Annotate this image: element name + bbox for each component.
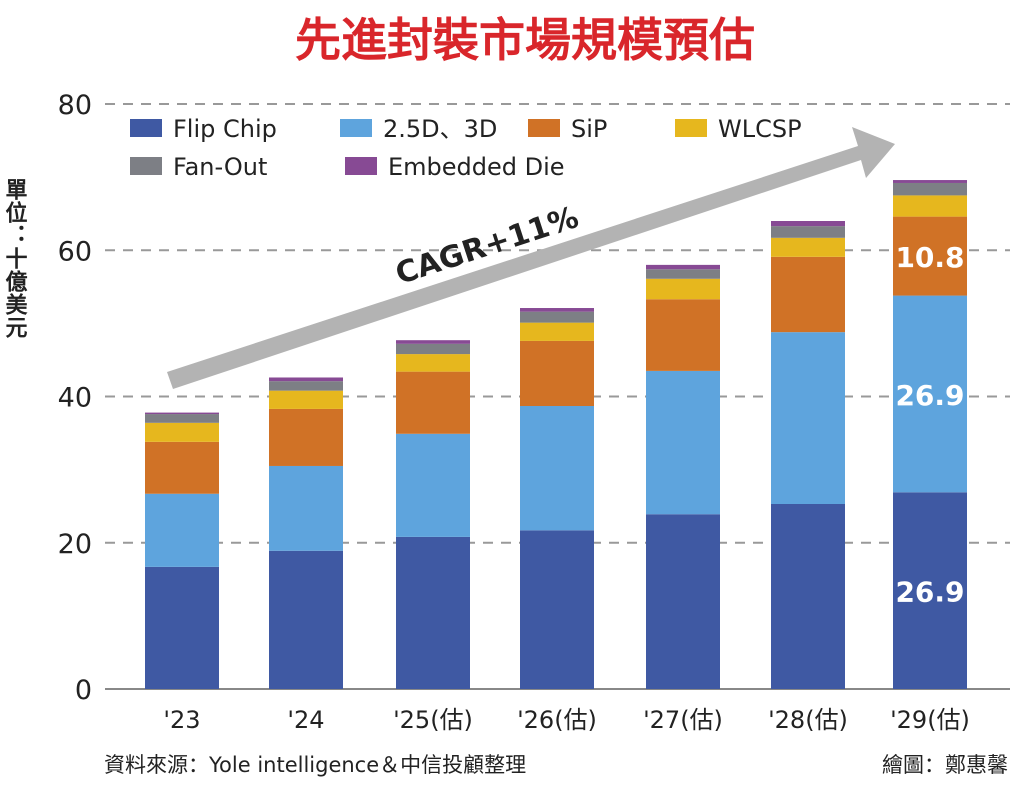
- bar-segment: [893, 180, 967, 183]
- bar-segment: [893, 295, 967, 493]
- bar-segment: [646, 514, 720, 689]
- bar-segment: [269, 465, 343, 551]
- bar-segment: [269, 390, 343, 409]
- y-tick-label: 40: [58, 383, 92, 414]
- bar-segment: [893, 492, 967, 689]
- bar-segment: [771, 221, 845, 227]
- bar-segment: [269, 408, 343, 466]
- bar-segment: [520, 311, 594, 323]
- bar-segment: [771, 237, 845, 257]
- y-axis-label: 單位：十億美元: [2, 178, 28, 339]
- bar-segment: [396, 433, 470, 537]
- bar-segment: [269, 381, 343, 391]
- x-tick-label: '24: [287, 706, 324, 734]
- data-label: 26.9: [895, 576, 964, 609]
- bars: [145, 180, 967, 689]
- legend-swatch: [345, 157, 377, 175]
- legend-label: Fan-Out: [173, 153, 267, 181]
- chart-title: 先進封裝市場規模預估: [295, 13, 755, 67]
- legend-swatch: [340, 119, 372, 137]
- legend-label: SiP: [571, 115, 607, 143]
- bar-segment: [269, 550, 343, 689]
- bar-segment: [646, 269, 720, 279]
- bar-segment: [520, 530, 594, 689]
- bar-segment: [893, 216, 967, 296]
- bar-segment: [145, 414, 219, 423]
- legend-swatch: [675, 119, 707, 137]
- x-tick-label: '29(估): [890, 706, 970, 734]
- bar-segment: [771, 256, 845, 333]
- bar-segment: [646, 278, 720, 300]
- bar-segment: [396, 340, 470, 344]
- bar-segment: [646, 370, 720, 515]
- legend-swatch: [130, 119, 162, 137]
- bar-segment: [145, 441, 219, 494]
- source-note: 資料來源：Yole intelligence＆中信投顧整理: [104, 753, 526, 777]
- bar-segment: [396, 536, 470, 689]
- x-tick-label: '25(估): [393, 706, 473, 734]
- legend-swatch: [528, 119, 560, 137]
- y-tick-label: 80: [58, 90, 92, 121]
- bar-segment: [145, 493, 219, 567]
- trend-arrow-icon: [167, 127, 895, 389]
- data-label: 26.9: [895, 379, 964, 412]
- bar-segment: [520, 308, 594, 312]
- bar-segment: [646, 299, 720, 371]
- bar-segment: [646, 264, 720, 270]
- bar-segment: [396, 371, 470, 434]
- bar-segment: [771, 226, 845, 238]
- legend-swatch: [130, 157, 162, 175]
- bar-segment: [145, 566, 219, 689]
- y-tick-label: 60: [58, 236, 92, 267]
- x-tick-label: '28(估): [768, 706, 848, 734]
- bar-segment: [893, 182, 967, 196]
- y-axis-ticks: 0 20 40 60 80: [58, 90, 92, 706]
- legend-label: Flip Chip: [173, 115, 277, 143]
- y-tick-label: 20: [58, 529, 92, 560]
- data-label: 10.8: [895, 241, 964, 274]
- bar-segment: [520, 322, 594, 341]
- bar-segment: [771, 332, 845, 504]
- y-tick-label: 0: [75, 675, 92, 706]
- x-axis-ticks: '23 '24 '25(估) '26(估) '27(估) '28(估) '29(估): [163, 706, 970, 734]
- x-tick-label: '26(估): [517, 706, 597, 734]
- bar-segment: [520, 340, 594, 407]
- bar-segment: [269, 377, 343, 382]
- legend-label: WLCSP: [718, 115, 802, 143]
- legend: Flip Chip 2.5D、3D SiP WLCSP Fan-Out Embedded …: [130, 115, 802, 181]
- credit-note: 繪圖：鄭惠馨: [882, 753, 1008, 777]
- bar-segment: [893, 195, 967, 217]
- x-tick-label: '23: [163, 706, 200, 734]
- x-tick-label: '27(估): [643, 706, 723, 734]
- legend-label: Embedded Die: [388, 153, 565, 181]
- bar-segment: [396, 343, 470, 355]
- bar-segment: [145, 422, 219, 442]
- bar-segment: [396, 354, 470, 372]
- bar-segment: [520, 406, 594, 531]
- bar-segment: [145, 412, 219, 415]
- data-labels: 26.9 26.9 10.8: [895, 241, 964, 609]
- legend-label: 2.5D、3D: [383, 115, 497, 143]
- bar-segment: [771, 503, 845, 689]
